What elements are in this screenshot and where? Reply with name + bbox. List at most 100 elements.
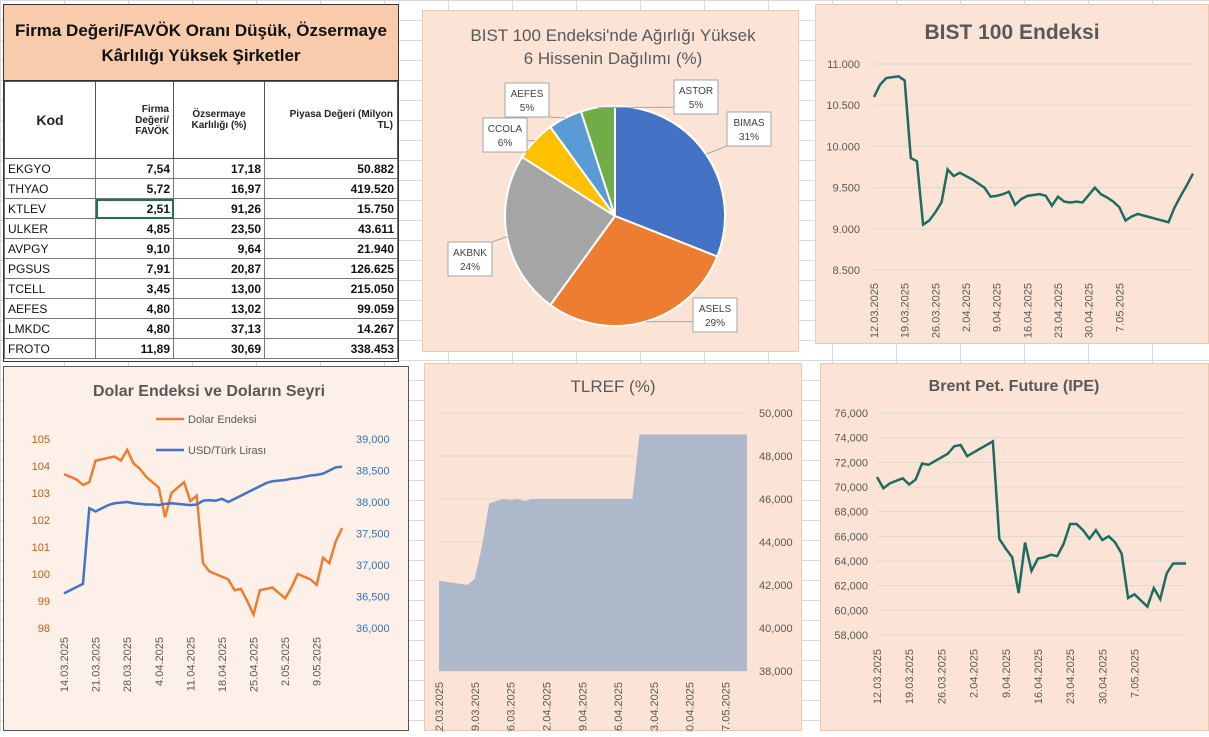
table-row[interactable]: THYAO 5,72 16,97 419.520 [4, 178, 398, 199]
tlref-area[interactable] [439, 434, 747, 672]
tlref-area-chart: TLREF (%) 50,000 48,000 46,000 44,000 42,000… [434, 377, 793, 737]
cell-kod[interactable]: KTLEV [4, 198, 96, 219]
cell-pd[interactable]: 419.520 [264, 178, 398, 199]
x-tick-label: 4.04.2025 [154, 637, 166, 686]
cell-pd[interactable]: 14.267 [264, 318, 398, 339]
cell-fd[interactable]: 4,85 [95, 218, 174, 239]
y-tick-label: 58,000 [834, 630, 868, 642]
table-row[interactable]: AVPGY 9,10 9,64 21.940 [4, 238, 398, 259]
cell-fd[interactable]: 4,80 [95, 298, 174, 319]
cell-fd[interactable]: 7,54 [95, 158, 174, 179]
cell-fd[interactable]: 11,89 [95, 338, 174, 359]
y-tick-label: 68,000 [834, 507, 868, 519]
cell-oz[interactable]: 37,13 [173, 318, 265, 339]
col-header-fd[interactable]: Firma Değeri/FAVÖK [95, 81, 174, 159]
cell-pd[interactable]: 21.940 [264, 238, 398, 259]
cell-oz[interactable]: 23,50 [173, 218, 265, 239]
dolar-chart-panel[interactable]: Dolar Endeksi ve Doların Seyri 105 104 103… [3, 366, 409, 731]
cell-fd[interactable]: 4,80 [95, 318, 174, 339]
table-row[interactable]: PGSUS 7,91 20,87 126.625 [4, 258, 398, 279]
dolar-series-0[interactable] [63, 447, 344, 619]
pie-chart-panel[interactable]: BIST 100 Endeksi'nde Ağırlığı Yüksek 6 H… [422, 10, 799, 352]
cell-fd[interactable]: 3,45 [95, 278, 174, 299]
pie-leader-line [491, 236, 508, 243]
cell-pd[interactable]: 50.882 [264, 158, 398, 179]
cell-pd[interactable]: 43.611 [264, 218, 398, 239]
brent-chart-panel[interactable]: Brent Pet. Future (IPE) 76,000 74,000 72,0… [820, 363, 1209, 731]
brent-series-line[interactable] [875, 439, 1186, 609]
x-tick-label: 30.04.2025 [1084, 283, 1096, 338]
cell-pd[interactable]: 215.050 [264, 278, 398, 299]
cell-kod[interactable]: EKGYO [4, 158, 96, 179]
pie-slice-akbnk[interactable] [504, 155, 617, 307]
cell-kod[interactable]: TCELL [4, 278, 96, 299]
pie-value-asels: 29% [705, 318, 725, 329]
col-header-pd[interactable]: Piyasa Değeri (Milyon TL) [264, 81, 398, 159]
cell-oz[interactable]: 13,02 [173, 298, 265, 319]
cell-fd[interactable]: 2,51 [95, 198, 174, 219]
cell-oz[interactable]: 13,00 [173, 278, 265, 299]
table-title-line1: Firma Değeri/FAVÖK Oranı Düşük, Özsermay… [15, 20, 387, 40]
pie-label-box [447, 241, 493, 277]
x-tick-label: 16.04.2025 [1033, 649, 1045, 704]
table-row[interactable]: ULKER 4,85 23,50 43.611 [4, 218, 398, 239]
pie-title-line1: BIST 100 Endeksi'nde Ağırlığı Yüksek [470, 26, 756, 45]
cell-kod[interactable]: FROTO [4, 338, 96, 359]
y-tick-label: 10.500 [826, 100, 860, 112]
cell-kod[interactable]: AEFES [4, 298, 96, 319]
bist-line-chart: BIST 100 Endeksi 11.000 10.500 10.000 9.500… [826, 21, 1195, 338]
col-header-oz[interactable]: Özsermaye Karlılığı (%) [173, 81, 265, 159]
cell-pd[interactable]: 338.453 [264, 338, 398, 359]
table-row[interactable]: FROTO 11,89 30,69 338.453 [4, 338, 398, 359]
x-tick-label: 2.04.2025 [961, 283, 973, 332]
cell-fd[interactable]: 5,72 [95, 178, 174, 199]
dolar-series-1[interactable] [63, 465, 343, 595]
cell-pd[interactable]: 126.625 [264, 258, 398, 279]
cell-kod[interactable]: PGSUS [4, 258, 96, 279]
pie-value-ccola: 6% [498, 138, 513, 149]
table-row[interactable]: AEFES 4,80 13,02 99.059 [4, 298, 398, 319]
x-tick-label: 9.05.2025 [312, 637, 324, 686]
x-tick-label: 2.04.2025 [969, 649, 981, 698]
cell-kod[interactable]: ULKER [4, 218, 96, 239]
tlref-chart-panel[interactable]: TLREF (%) 50,000 48,000 46,000 44,000 42,000… [424, 363, 802, 737]
x-tick-label: 21.03.2025 [91, 637, 103, 692]
left-y-tick-label: 105 [32, 434, 50, 446]
table-title-line2: Kârlılığı Yüksek Şirketler [101, 45, 301, 65]
cell-kod[interactable]: AVPGY [4, 238, 96, 259]
col-header-kod[interactable]: Kod [4, 81, 96, 159]
cell-oz[interactable]: 20,87 [173, 258, 265, 279]
pie-label-astor: ASTOR [679, 86, 713, 97]
y-tick-label: 46,000 [759, 494, 793, 506]
bist-chart-panel[interactable]: BIST 100 Endeksi 11.000 10.500 10.000 9.500… [815, 4, 1209, 344]
table-row[interactable]: KTLEV 2,51 91,26 15.750 [4, 198, 398, 219]
table-row[interactable]: TCELL 3,45 13,00 215.050 [4, 278, 398, 299]
y-tick-label: 76,000 [834, 408, 868, 420]
cell-pd[interactable]: 99.059 [264, 298, 398, 319]
pie-slice-asels[interactable] [548, 214, 719, 327]
cell-kod[interactable]: LMKDC [4, 318, 96, 339]
cell-oz[interactable]: 17,18 [173, 158, 265, 179]
cell-kod[interactable]: THYAO [4, 178, 96, 199]
brent-line-chart: Brent Pet. Future (IPE) 76,000 74,000 72,0… [834, 378, 1186, 704]
bist-series-line[interactable] [872, 75, 1195, 227]
cell-oz[interactable]: 9,64 [173, 238, 265, 259]
cell-oz[interactable]: 16,97 [173, 178, 265, 199]
y-tick-label: 8.500 [832, 265, 860, 277]
y-tick-label: 40,000 [759, 623, 793, 635]
left-y-tick-label: 100 [32, 569, 50, 581]
cell-oz[interactable]: 30,69 [173, 338, 265, 359]
cell-pd[interactable]: 15.750 [264, 198, 398, 219]
table-row[interactable]: LMKDC 4,80 37,13 14.267 [4, 318, 398, 339]
x-tick-label: 12.03.2025 [434, 682, 446, 732]
cell-fd[interactable]: 9,10 [95, 238, 174, 259]
cell-oz[interactable]: 91,26 [173, 198, 265, 219]
left-y-tick-label: 98 [38, 623, 50, 635]
table-row[interactable]: EKGYO 7,54 17,18 50.882 [4, 158, 398, 179]
x-tick-label: 23.04.2025 [649, 682, 661, 732]
pie-leader-line [548, 116, 566, 119]
pie-slice-bimas[interactable] [614, 104, 726, 258]
pie-slice-astor[interactable] [579, 104, 616, 217]
x-tick-label: 7.05.2025 [721, 682, 733, 731]
cell-fd[interactable]: 7,91 [95, 258, 174, 279]
